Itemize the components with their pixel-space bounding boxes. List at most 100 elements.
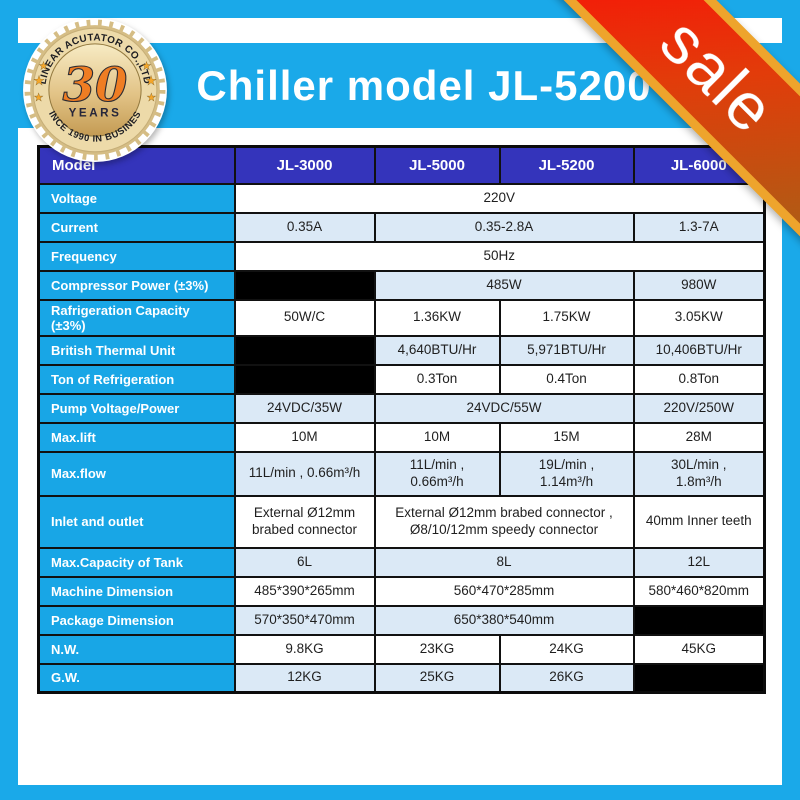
spec-cell: 560*470*285mm: [373, 575, 635, 607]
spec-cell: 24VDC/35W: [233, 392, 376, 424]
table-row-max-lift: Max.lift 10M 10M 15M 28M: [37, 421, 766, 453]
empty-cell: [233, 334, 376, 366]
spec-cell: 0.3Ton: [373, 363, 501, 395]
table-row-gross-weight: G.W. 12KG 25KG 26KG: [37, 662, 766, 694]
spec-cell: 220V/250W: [632, 392, 766, 424]
star-icon: ★: [145, 73, 157, 88]
spec-cell: 12L: [632, 546, 766, 578]
table-row-tank-capacity: Max.Capacity of Tank 6L 8L 12L: [37, 546, 766, 578]
spec-row-label: Package Dimension: [37, 604, 236, 636]
spec-cell: 220V: [233, 182, 766, 214]
star-icon: ★: [39, 61, 49, 73]
spec-cell: 10,406BTU/Hr: [632, 334, 766, 366]
spec-cell: 30L/min , 1.8m³/h: [632, 450, 766, 497]
spec-row-label: Voltage: [37, 182, 236, 214]
spec-cell: 15M: [498, 421, 635, 453]
column-header-jl5200: JL-5200: [498, 145, 635, 185]
table-row-package-dimension: Package Dimension 570*350*470mm 650*380*…: [37, 604, 766, 636]
spec-cell: 45KG: [632, 633, 766, 665]
badge-years-label: YEARS: [69, 106, 122, 119]
star-icon: ★: [141, 61, 151, 73]
spec-cell: 0.8Ton: [632, 363, 766, 395]
star-icon: ★: [33, 73, 45, 88]
spec-cell: 24KG: [498, 633, 635, 665]
spec-row-label: Frequency: [37, 240, 236, 272]
star-icon: ★: [146, 92, 156, 104]
table-row-pump-voltage: Pump Voltage/Power 24VDC/35W 24VDC/55W 2…: [37, 392, 766, 424]
spec-row-label: Max.lift: [37, 421, 236, 453]
empty-cell: [233, 363, 376, 395]
spec-row-label: Rafrigeration Capacity (±3%): [37, 298, 236, 337]
spec-row-label: Inlet and outlet: [37, 494, 236, 549]
spec-cell: 40mm Inner teeth: [632, 494, 766, 549]
spec-cell: 0.35A: [233, 211, 376, 243]
table-row-current: Current 0.35A 0.35-2.8A 1.3-7A: [37, 211, 766, 243]
spec-cell: 485W: [373, 269, 635, 301]
spec-cell: 26KG: [498, 662, 635, 694]
spec-cell: 19L/min , 1.14m³/h: [498, 450, 635, 497]
spec-cell: 1.75KW: [498, 298, 635, 337]
page-title: Chiller model JL-5200: [196, 61, 652, 109]
spec-row-label: G.W.: [37, 662, 236, 694]
table-row-net-weight: N.W. 9.8KG 23KG 24KG 45KG: [37, 633, 766, 665]
spec-cell: 580*460*820mm: [632, 575, 766, 607]
empty-cell: [632, 604, 766, 636]
spec-cell: 10M: [233, 421, 376, 453]
spec-cell: 3.05KW: [632, 298, 766, 337]
spec-cell: 1.36KW: [373, 298, 501, 337]
column-header-jl5000: JL-5000: [373, 145, 501, 185]
spec-cell: 5,971BTU/Hr: [498, 334, 635, 366]
spec-row-label: Machine Dimension: [37, 575, 236, 607]
spec-cell: 0.4Ton: [498, 363, 635, 395]
spec-cell: 25KG: [373, 662, 501, 694]
spec-row-label: Compressor Power (±3%): [37, 269, 236, 301]
spec-cell: 24VDC/55W: [373, 392, 635, 424]
table-row-voltage: Voltage 220V: [37, 182, 766, 214]
spec-row-label: Ton of Refrigeration: [37, 363, 236, 395]
table-row-frequency: Frequency 50Hz: [37, 240, 766, 272]
spec-cell: External Ø12mm brabed connector , Ø8/10/…: [373, 494, 635, 549]
column-header-model: Model: [37, 145, 236, 185]
spec-cell: 11L/min , 0.66m³/h: [373, 450, 501, 497]
spec-cell: 23KG: [373, 633, 501, 665]
anniversary-badge-icon: LINEAR ACUTATOR CO.,LTD SINCE 1990 IN BU…: [19, 14, 167, 162]
spec-cell: 6L: [233, 546, 376, 578]
table-row-compressor-power: Compressor Power (±3%) 485W 980W: [37, 269, 766, 301]
badge-center-disc: [48, 43, 142, 137]
empty-cell: [632, 662, 766, 694]
spec-cell: 4,640BTU/Hr: [373, 334, 501, 366]
spec-cell: 8L: [373, 546, 635, 578]
spec-cell: 650*380*540mm: [373, 604, 635, 636]
badge-30-number: 30: [63, 57, 128, 112]
spec-cell: 9.8KG: [233, 633, 376, 665]
table-row-machine-dimension: Machine Dimension 485*390*265mm 560*470*…: [37, 575, 766, 607]
column-header-jl3000: JL-3000: [233, 145, 376, 185]
spec-cell: 485*390*265mm: [233, 575, 376, 607]
spec-cell: 1.3-7A: [632, 211, 766, 243]
spec-cell: 10M: [373, 421, 501, 453]
table-row-btu: British Thermal Unit 4,640BTU/Hr 5,971BT…: [37, 334, 766, 366]
spec-cell: 50W/C: [233, 298, 376, 337]
spec-cell: 11L/min , 0.66m³/h: [233, 450, 376, 497]
star-icon: ★: [34, 92, 44, 104]
spec-cell: 570*350*470mm: [233, 604, 376, 636]
spec-cell: External Ø12mm brabed connector: [233, 494, 376, 549]
spec-row-label: Current: [37, 211, 236, 243]
spec-row-label: Max.Capacity of Tank: [37, 546, 236, 578]
spec-row-label: British Thermal Unit: [37, 334, 236, 366]
table-row-ton-refrigeration: Ton of Refrigeration 0.3Ton 0.4Ton 0.8To…: [37, 363, 766, 395]
spec-cell: 0.35-2.8A: [373, 211, 635, 243]
spec-table: Model JL-3000 JL-5000 JL-5200 JL-6000 Vo…: [37, 145, 766, 694]
spec-cell: 980W: [632, 269, 766, 301]
spec-cell: 28M: [632, 421, 766, 453]
spec-cell: 12KG: [233, 662, 376, 694]
spec-row-label: Max.flow: [37, 450, 236, 497]
spec-row-label: N.W.: [37, 633, 236, 665]
empty-cell: [233, 269, 376, 301]
table-row-refrigeration-capacity: Rafrigeration Capacity (±3%) 50W/C 1.36K…: [37, 298, 766, 337]
table-row-max-flow: Max.flow 11L/min , 0.66m³/h 11L/min , 0.…: [37, 450, 766, 497]
spec-row-label: Pump Voltage/Power: [37, 392, 236, 424]
badge-stars: ★ ★ ★ ★ ★ ★: [33, 61, 157, 105]
table-row-inlet-outlet: Inlet and outlet External Ø12mm brabed c…: [37, 494, 766, 549]
